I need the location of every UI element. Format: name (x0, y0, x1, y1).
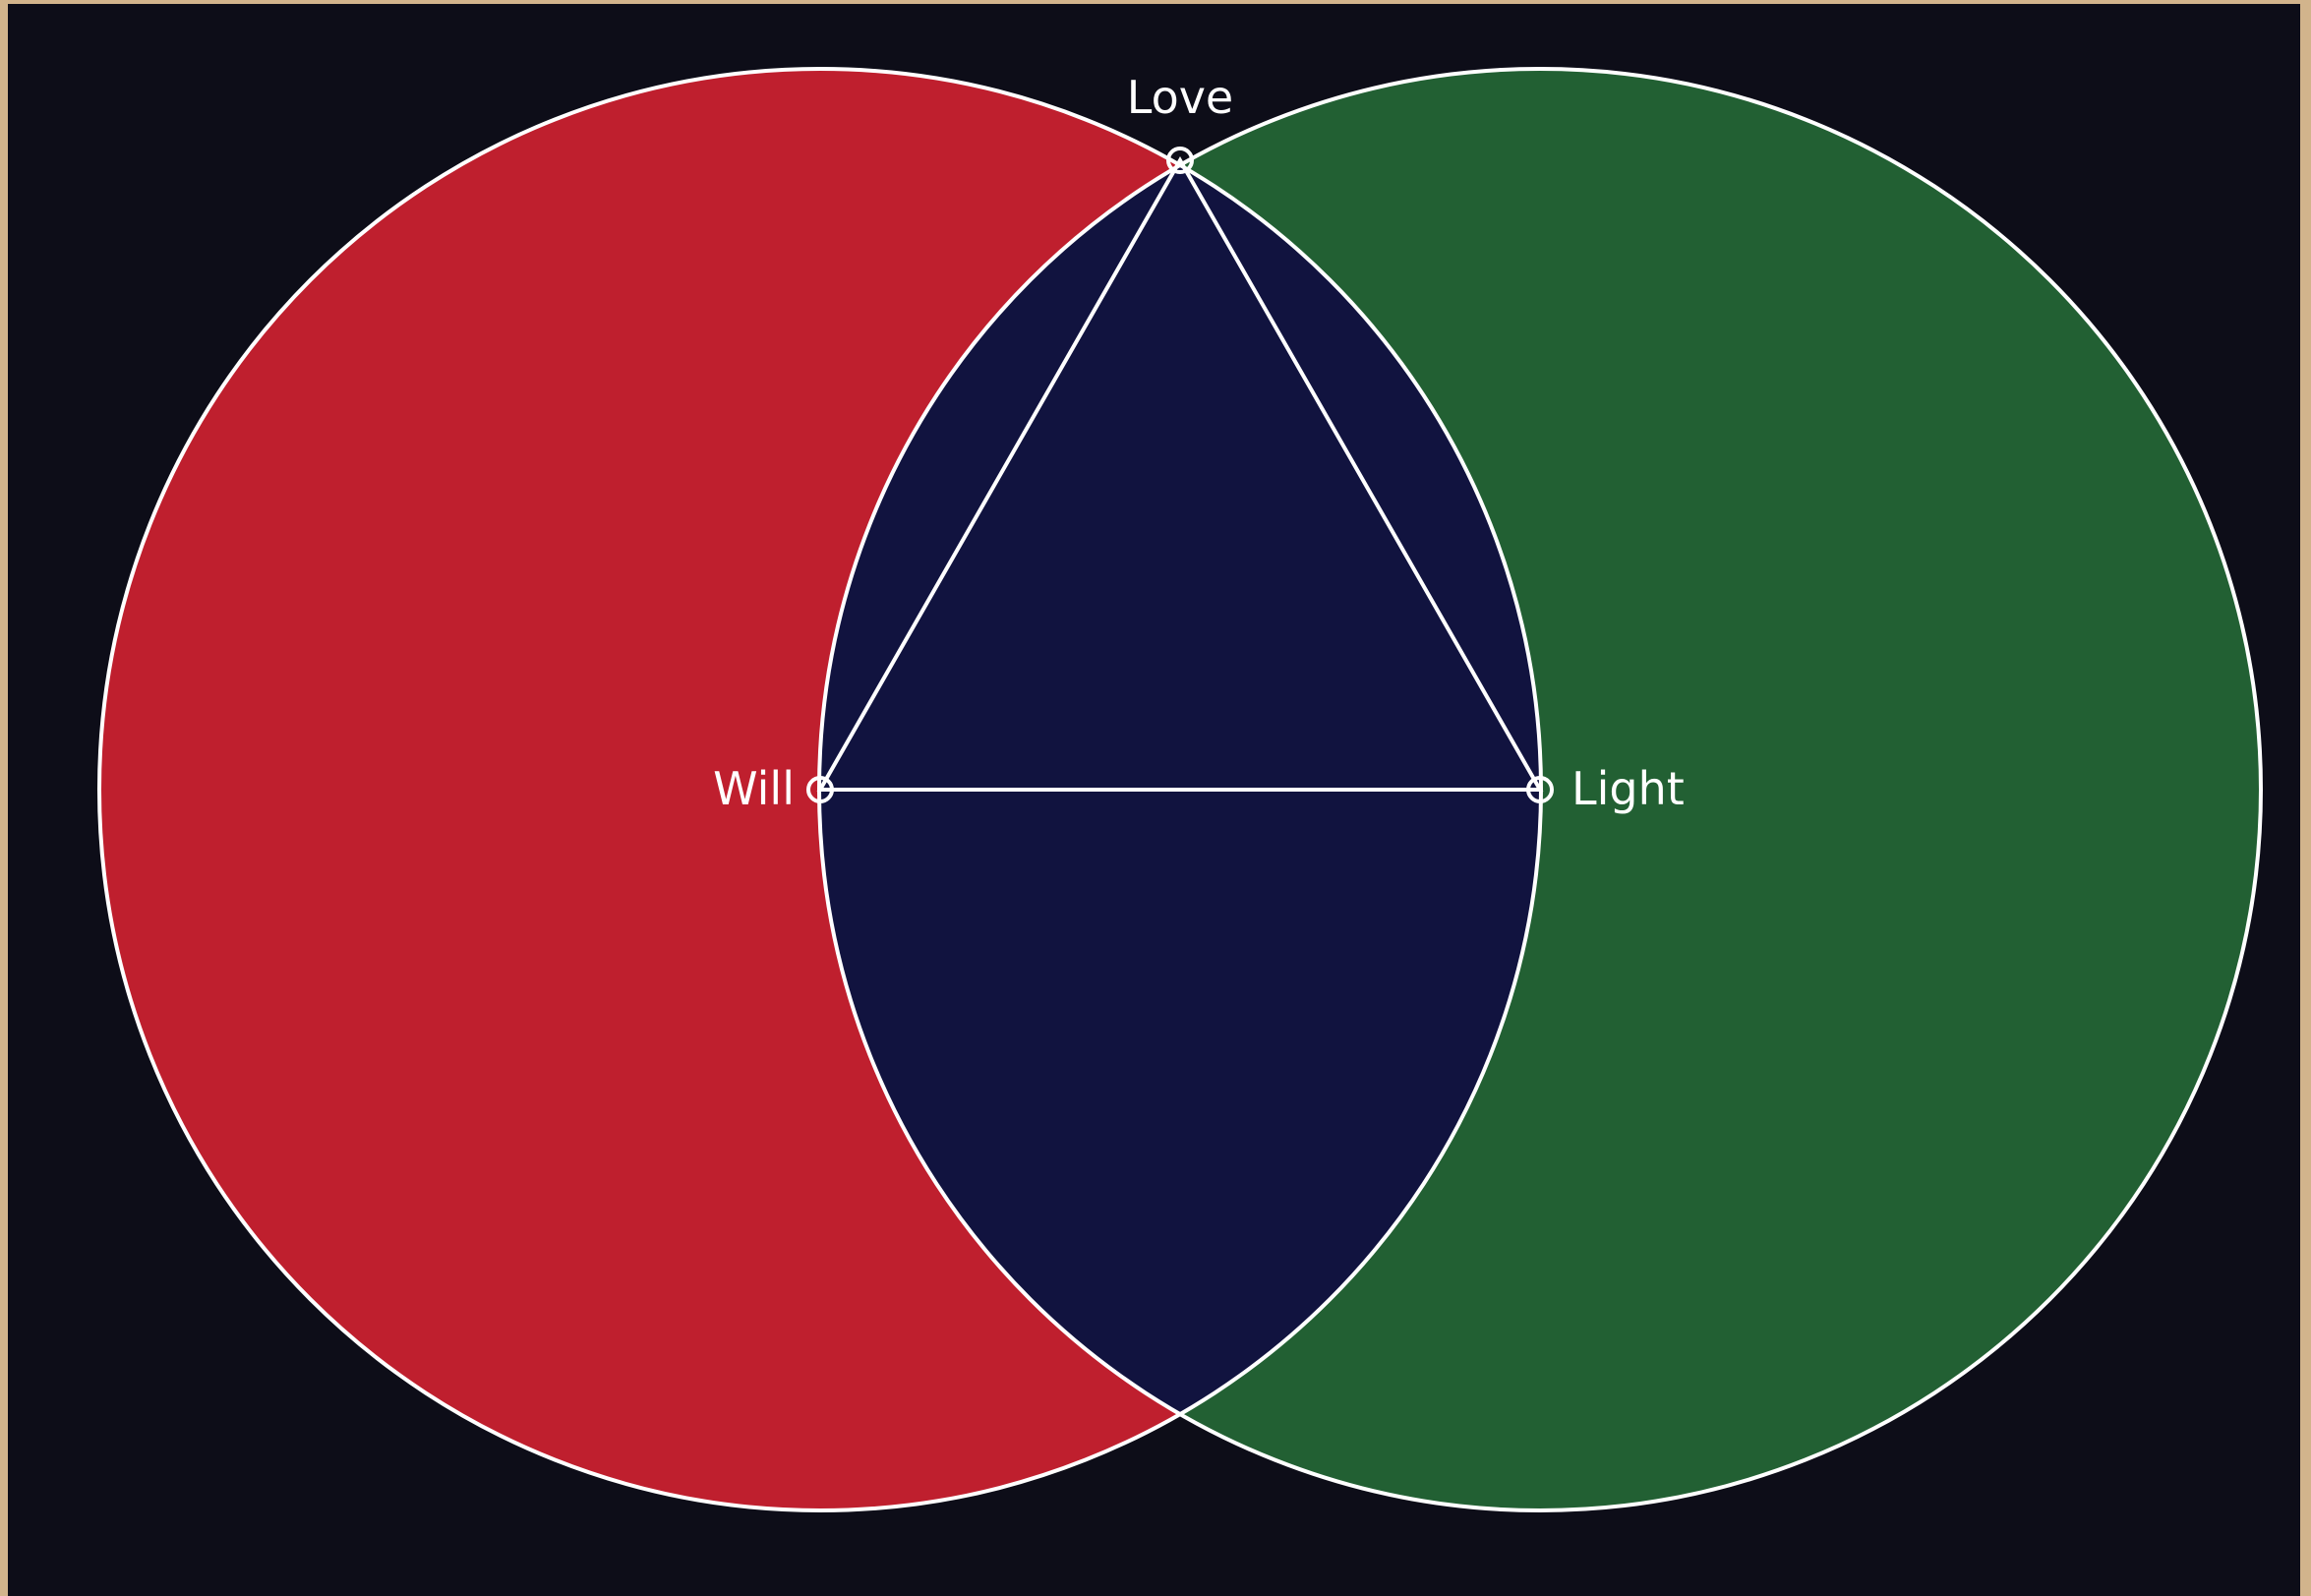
love-label: Love (1127, 71, 1234, 124)
triangle (816, 155, 1544, 792)
will-node (806, 776, 834, 803)
light-label: Light (1571, 762, 1685, 815)
love-node (1166, 147, 1194, 174)
will-label: Will (713, 762, 795, 815)
light-node (1526, 776, 1554, 803)
